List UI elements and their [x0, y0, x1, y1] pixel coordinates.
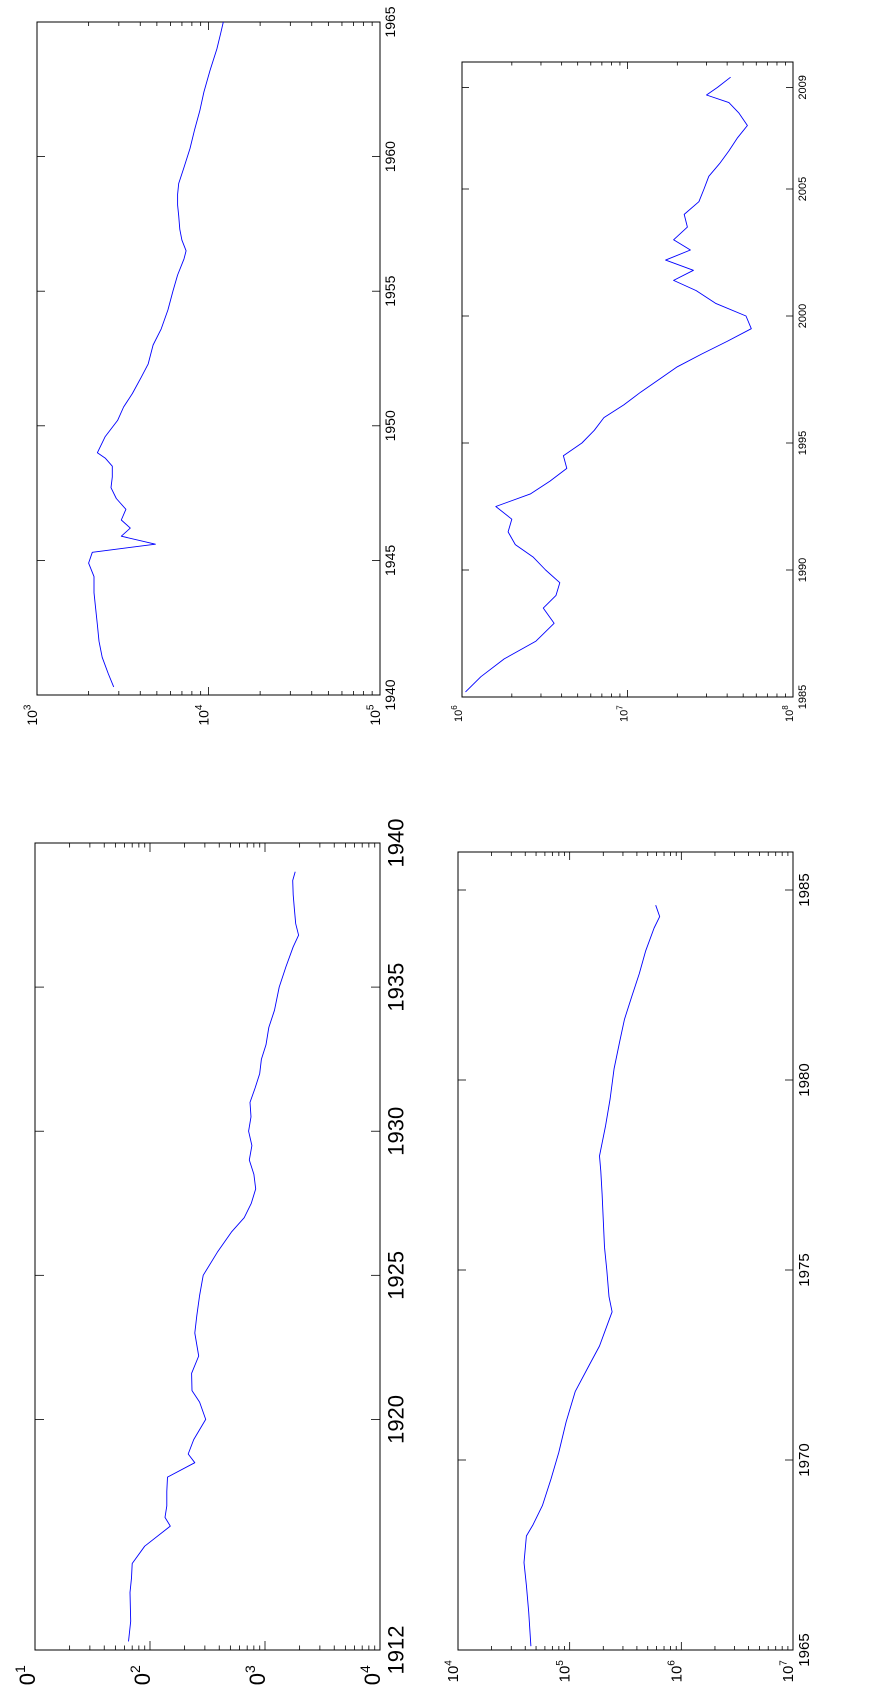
x-tick-label: 1985 [796, 873, 813, 906]
x-tick-label: 1925 [384, 1251, 409, 1300]
x-tick-label: 1940 [382, 679, 398, 710]
y-tick-label: 106 [450, 705, 465, 722]
series-line-1 [465, 76, 752, 693]
y-tick-label: 101 [12, 1665, 40, 1686]
x-tick-label: 1990 [797, 558, 809, 582]
y-tick-label: 104 [443, 1660, 462, 1683]
x-tick-label: 1920 [384, 1395, 409, 1444]
y-tick-exponent: 4 [443, 1660, 454, 1666]
y-tick-label: 104 [357, 1665, 385, 1686]
y-tick-exponent: 1 [12, 1665, 28, 1673]
y-tick-exponent: 8 [781, 705, 790, 710]
y-tick-label: 107 [778, 1660, 797, 1683]
x-tick-label: 2009 [797, 75, 809, 99]
x-tick-label: 1960 [382, 141, 398, 172]
y-tick-label: 103 [242, 1665, 270, 1686]
x-tick-label: 1975 [796, 1253, 813, 1286]
x-tick-label: 1995 [797, 431, 809, 455]
plot-frame [457, 851, 794, 1651]
y-tick-base: 10 [619, 710, 631, 722]
y-tick-exponent: 6 [667, 1660, 678, 1666]
y-tick-label: 107 [616, 705, 631, 722]
y-tick-base: 10 [784, 710, 796, 722]
y-tick-exponent: 3 [242, 1665, 258, 1673]
y-tick-exponent: 7 [778, 1660, 789, 1666]
plot-frame [34, 842, 381, 1651]
y-tick-label: 105 [366, 704, 383, 726]
y-tick-exponent: 5 [555, 1660, 566, 1666]
x-tick-label: 1965 [796, 1633, 813, 1666]
y-tick-label: 106 [667, 1660, 686, 1683]
x-tick-label: 1980 [796, 1063, 813, 1096]
y-tick-label: 104 [194, 704, 211, 726]
x-tick-label: 1930 [384, 1107, 409, 1156]
x-tick-label: 1985 [797, 685, 809, 709]
y-tick-base: 10 [245, 1673, 270, 1686]
x-tick-label: 1940 [384, 819, 409, 868]
plot-frame [36, 21, 381, 696]
series-line-1 [523, 905, 661, 1647]
y-tick-label: 105 [555, 1660, 574, 1683]
y-tick-base: 10 [453, 710, 465, 722]
y-tick-base: 10 [367, 710, 383, 726]
y-tick-exponent: 4 [194, 704, 205, 710]
y-tick-exponent: 2 [127, 1665, 143, 1673]
x-tick-label: 2000 [797, 304, 809, 328]
y-tick-base: 10 [24, 710, 40, 726]
y-tick-exponent: 5 [366, 704, 377, 710]
x-tick-label: 1955 [382, 275, 398, 306]
y-tick-exponent: 6 [450, 705, 459, 710]
x-tick-label: 1970 [796, 1443, 813, 1476]
y-tick-base: 10 [780, 1666, 797, 1683]
x-tick-label: 1935 [384, 963, 409, 1012]
y-tick-exponent: 3 [23, 704, 34, 710]
y-tick-exponent: 7 [616, 705, 625, 710]
y-tick-base: 10 [15, 1673, 40, 1686]
y-tick-base: 10 [196, 710, 212, 726]
plot-frame [461, 61, 794, 698]
y-tick-base: 10 [360, 1673, 385, 1686]
y-tick-label: 103 [23, 704, 40, 726]
y-tick-exponent: 4 [357, 1665, 373, 1673]
x-tick-label: 1945 [382, 545, 398, 576]
x-tick-label: 1950 [382, 410, 398, 441]
y-tick-base: 10 [557, 1666, 574, 1683]
y-tick-label: 108 [781, 705, 796, 722]
y-tick-base: 10 [668, 1666, 685, 1683]
series-line-1 [88, 21, 224, 688]
series-line-1 [128, 871, 300, 1642]
y-tick-base: 10 [130, 1673, 155, 1686]
y-tick-label: 102 [127, 1665, 155, 1686]
x-tick-label: 1912 [384, 1626, 409, 1675]
x-tick-label: 1965 [382, 6, 398, 37]
x-tick-label: 2005 [797, 177, 809, 201]
y-tick-base: 10 [445, 1666, 462, 1683]
